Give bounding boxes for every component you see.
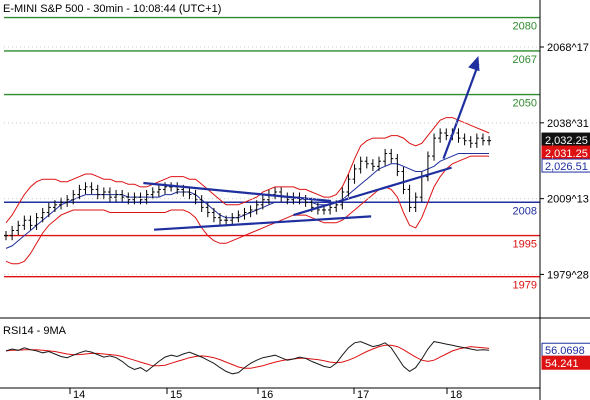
level-label-2067: 2067 bbox=[513, 54, 537, 66]
trend-line-0 bbox=[143, 181, 332, 203]
price-badge-label-2: 2,026.51 bbox=[545, 161, 588, 173]
rsi-badge-label-1: 54.241 bbox=[545, 358, 579, 370]
projection-arrow-shaft bbox=[442, 63, 480, 160]
trend-lines bbox=[143, 56, 480, 231]
price-tick-label-2: 2009^13 bbox=[547, 194, 589, 206]
moving-average-line bbox=[5, 153, 490, 249]
time-tick-label-3: 17 bbox=[357, 389, 369, 400]
time-axis: 14 15 16 17 18 bbox=[69, 388, 462, 400]
time-tick-label-4: 18 bbox=[450, 389, 462, 400]
rsi-line bbox=[5, 341, 490, 375]
trend-line-1 bbox=[154, 215, 372, 231]
price-tick-label-0: 2068^17 bbox=[547, 42, 589, 54]
price-tick-label-1: 2038^31 bbox=[547, 118, 589, 130]
support-resistance-levels: 2080 2067 2050 2008 1995 1979 bbox=[4, 16, 540, 292]
time-tick-label-2: 16 bbox=[261, 389, 273, 400]
lower-band-line bbox=[5, 155, 490, 265]
trend-line-2 bbox=[293, 166, 452, 217]
price-tick-label-3: 1979^28 bbox=[547, 269, 589, 281]
level-label-2008: 2008 bbox=[513, 205, 537, 217]
upper-band-line bbox=[5, 117, 490, 224]
rsi-ma-line bbox=[5, 344, 490, 369]
price-badge-2 bbox=[541, 158, 590, 173]
projection-arrow-head bbox=[468, 56, 480, 72]
chart-title: E-MINI S&P 500 - 30min - 10:08:44 (UTC+1… bbox=[3, 3, 221, 15]
time-tick-label-1: 15 bbox=[170, 389, 182, 400]
time-tick-label-0: 14 bbox=[73, 389, 85, 400]
price-badge-label-1: 2,031.25 bbox=[545, 148, 588, 160]
level-label-1995: 1995 bbox=[513, 239, 537, 251]
level-label-2050: 2050 bbox=[513, 98, 537, 110]
price-badge-label-0: 2,032.25 bbox=[545, 135, 588, 147]
level-label-1979: 1979 bbox=[513, 280, 537, 292]
rsi-title: RSI14 - 9MA bbox=[3, 325, 67, 337]
rsi-badge-1 bbox=[541, 355, 590, 370]
indicator-lines bbox=[5, 117, 490, 265]
rsi-badge-label-0: 56.0698 bbox=[545, 345, 585, 357]
level-label-2080: 2080 bbox=[513, 21, 537, 33]
